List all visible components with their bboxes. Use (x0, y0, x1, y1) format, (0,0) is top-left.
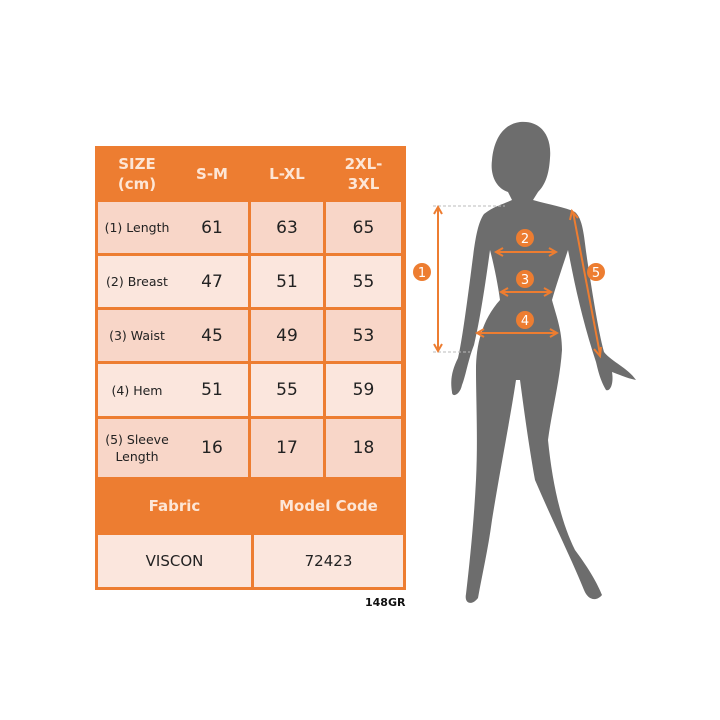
marker-2-circle (516, 229, 534, 247)
marker-5-circle (587, 263, 605, 281)
marker-1-label: 1 (418, 266, 426, 281)
size-value: 17 (251, 419, 323, 477)
size-value: 55 (251, 364, 323, 416)
fabric-header: Fabric (148, 497, 201, 515)
size-value: 51 (176, 364, 248, 416)
marker-2-label: 2 (521, 232, 529, 247)
row-label: (2) Breast (98, 256, 176, 307)
size-value: 53 (326, 310, 401, 361)
size-value: 59 (326, 364, 401, 416)
row-label: (4) Hem (98, 364, 176, 416)
row-label: (3) Waist (98, 310, 176, 361)
size-value: 63 (251, 202, 323, 253)
row-label: (5) Sleeve Length (98, 419, 176, 477)
woman-silhouette (451, 121, 636, 603)
marker-1-circle (413, 263, 431, 281)
header-cell: 2XL- 3XL (344, 155, 383, 193)
size-chart-table: SIZE (cm) S-M L-XL 2XL- 3XL (1) Length 61 63 65 (2… (95, 146, 406, 590)
size-value: 18 (326, 419, 401, 477)
header-cell: SIZE (cm) (117, 155, 157, 193)
header-cell: S-M (196, 165, 228, 183)
size-value: 45 (176, 310, 248, 361)
size-value: 61 (176, 202, 248, 253)
size-value: 55 (326, 256, 401, 307)
size-value: 47 (176, 256, 248, 307)
size-value: 51 (251, 256, 323, 307)
fabric-value: VISCON (98, 535, 251, 587)
header-cell: L-XL (269, 165, 305, 183)
model-code-header: Model Code (279, 497, 378, 515)
marker-4-circle (516, 311, 534, 329)
size-value: 65 (326, 202, 401, 253)
size-value: 49 (251, 310, 323, 361)
marker-5-label: 5 (592, 266, 600, 281)
marker-3-circle (516, 270, 534, 288)
marker-4-label: 4 (521, 314, 529, 329)
marker-3-label: 3 (521, 273, 529, 288)
product-code: 148GR (365, 596, 406, 609)
row-label: (1) Length (98, 202, 176, 253)
model-code-value: 72423 (254, 535, 403, 587)
size-value: 16 (176, 419, 248, 477)
